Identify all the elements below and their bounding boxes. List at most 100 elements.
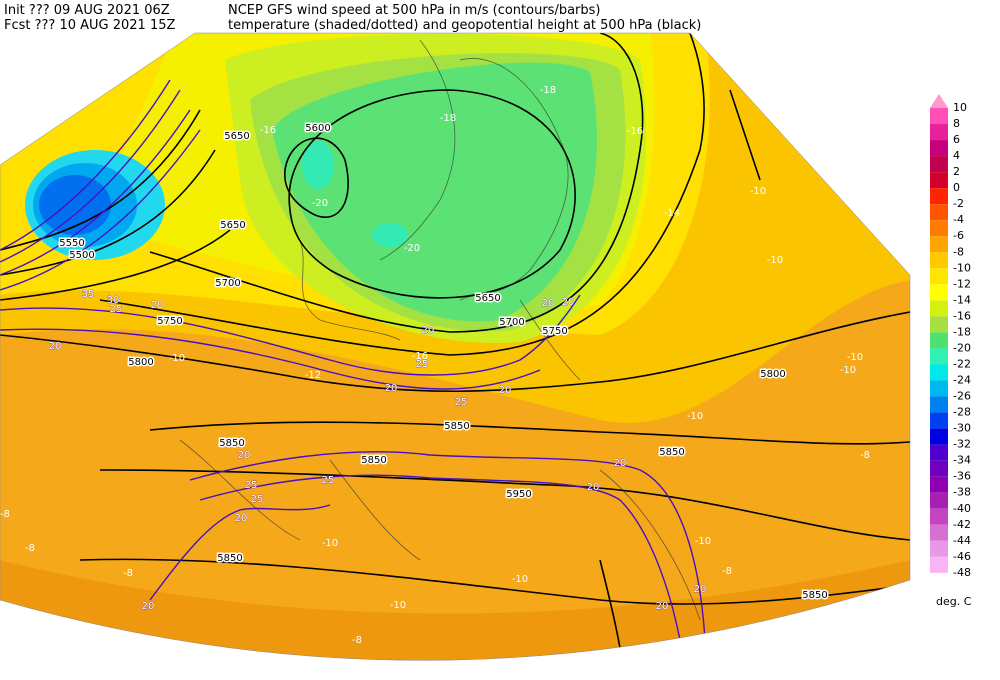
- colorbar-label: -32: [953, 438, 971, 451]
- colorbar-swatch: [930, 172, 948, 189]
- colorbar-label: -38: [953, 486, 971, 499]
- wind-label: 25: [110, 304, 123, 315]
- colorbar-swatch: [930, 348, 948, 365]
- shade-minus22: [302, 141, 334, 189]
- wind-label: 20: [238, 450, 251, 461]
- wind-contours: [0, 79, 706, 641]
- temperature-label: -16: [627, 126, 643, 137]
- colorbar-label: -44: [953, 534, 971, 547]
- temperature-label: -8: [0, 509, 10, 520]
- wind-label: 35: [82, 289, 95, 300]
- colorbar-swatch: [930, 316, 948, 333]
- colorbar-label: -48: [953, 566, 971, 579]
- wind-label: 25: [251, 494, 264, 505]
- temperature-label: -8: [123, 568, 133, 579]
- colorbar-label: -42: [953, 518, 971, 531]
- wind-label: 20: [587, 482, 600, 493]
- wind-label: 20: [694, 584, 707, 595]
- height-label: 5800: [128, 357, 153, 368]
- colorbar-label: 4: [953, 149, 960, 162]
- colorbar-label: -20: [953, 341, 971, 354]
- wind-label: 20: [422, 325, 435, 336]
- colorbar-swatch: [930, 236, 948, 253]
- wind-label: 25: [416, 359, 429, 370]
- wind-label: 25: [322, 475, 335, 486]
- temperature-label: -10: [512, 574, 528, 585]
- height-label: 5650: [475, 293, 500, 304]
- map-title: NCEP GFS wind speed at 500 hPa in m/s (c…: [228, 3, 601, 18]
- temperature-label: -14: [664, 208, 680, 219]
- colorbar-swatch: [930, 428, 948, 445]
- height-label: 5700: [499, 317, 524, 328]
- temperature-label: -10: [847, 352, 863, 363]
- colorbar-swatch: [930, 140, 948, 157]
- map-subtitle: temperature (shaded/dotted) and geopoten…: [228, 18, 701, 33]
- temperature-label: -10: [767, 255, 783, 266]
- height-label: 5850: [219, 438, 244, 449]
- colorbar-swatch: [930, 220, 948, 237]
- colorbar-swatch: [930, 508, 948, 525]
- height-label: 5850: [444, 421, 469, 432]
- wind-label: 20: [142, 601, 155, 612]
- colorbar-unit: deg. C: [936, 595, 972, 608]
- wind-label: 20: [385, 383, 398, 394]
- colorbar-label: -30: [953, 422, 971, 435]
- colorbar-swatch: [930, 252, 948, 269]
- height-label: 5850: [217, 553, 242, 564]
- colorbar-swatch: [930, 476, 948, 493]
- colorbar-swatch: [930, 204, 948, 221]
- height-contours: [0, 33, 910, 661]
- colorbar-swatch: [930, 444, 948, 461]
- shade-south: [0, 560, 910, 661]
- colorbar-swatch: [930, 188, 948, 205]
- height-label: 5550: [59, 238, 84, 249]
- height-label: 5600: [305, 123, 330, 134]
- height-label: 5500: [69, 250, 94, 261]
- map-border: [0, 32, 911, 661]
- colorbar-swatch: [930, 332, 948, 349]
- colorbar-swatch: [930, 300, 948, 317]
- temperature-label: -10: [687, 411, 703, 422]
- colorbar-label: 10: [953, 101, 967, 114]
- shade-minus22: [372, 223, 408, 247]
- colorbar-label: -6: [953, 229, 964, 242]
- colorbar-label: -12: [953, 277, 971, 290]
- colorbar-label: 8: [953, 117, 960, 130]
- height-label: 5850: [361, 455, 386, 466]
- colorbar-label: 2: [953, 165, 960, 178]
- wind-label: 20: [49, 341, 62, 352]
- wind-label: 20: [614, 458, 627, 469]
- temperature-label: -20: [312, 198, 328, 209]
- colorbar-swatch: [930, 524, 948, 541]
- temperature-label: -10: [750, 186, 766, 197]
- height-label: 5850: [802, 590, 827, 601]
- colorbar-swatch: [930, 556, 948, 573]
- colorbar-swatch: [930, 492, 948, 509]
- temperature-label: -12: [305, 370, 321, 381]
- temperature-label: -10: [695, 536, 711, 547]
- height-label: 5650: [224, 131, 249, 142]
- colorbar-label: -34: [953, 454, 971, 467]
- colorbar-swatch: [930, 108, 948, 125]
- wind-label: 20: [542, 298, 555, 309]
- temperature-label: -8: [722, 566, 732, 577]
- colorbar-swatch: [930, 284, 948, 301]
- colorbar-swatch: [930, 396, 948, 413]
- colorbar-swatch: [930, 540, 948, 557]
- temperature-label: -18: [540, 85, 556, 96]
- colorbar-label: -4: [953, 213, 964, 226]
- colorbar-swatch: [930, 268, 948, 285]
- colorbar-swatch: [930, 412, 948, 429]
- colorbar-label: -36: [953, 470, 971, 483]
- colorbar-swatch: [930, 364, 948, 381]
- colorbar-label: -40: [953, 502, 971, 515]
- temperature-label: -10: [322, 538, 338, 549]
- temperature-label: -16: [260, 125, 276, 136]
- temperature-label: -16: [412, 351, 428, 362]
- colorbar-label: 6: [953, 133, 960, 146]
- wind-label: 20: [235, 513, 248, 524]
- temperature-label: -10: [390, 600, 406, 611]
- wind-label: 20: [499, 385, 512, 396]
